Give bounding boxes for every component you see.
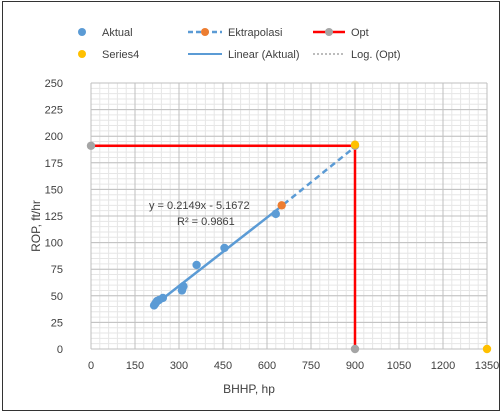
legend-swatch-ektrapolasi-marker: [201, 28, 209, 36]
chart-svg: Aktual Ektrapolasi Opt Series4 Linear (A…: [29, 27, 500, 396]
points-layer: [86, 140, 492, 354]
grid-layer: [90, 82, 488, 350]
legend-label-aktual: Aktual: [102, 27, 133, 39]
data-point-aktual: [271, 209, 280, 219]
data-point-opt: [350, 344, 360, 354]
legend-item-linear-aktual: Linear (Aktual): [188, 49, 300, 61]
legend-item-log-opt: Log. (Opt): [313, 49, 401, 61]
chart-frame: Aktual Ektrapolasi Opt Series4 Linear (A…: [2, 1, 500, 411]
legend-label-opt: Opt: [351, 27, 369, 39]
legend-label-log-opt: Log. (Opt): [351, 49, 401, 61]
x-axis-title: BHHP, hp: [223, 382, 275, 396]
legend-item-opt: Opt: [313, 27, 369, 39]
x-tick-label: 750: [302, 360, 320, 372]
y-tick-label: 0: [57, 344, 63, 356]
legend-item-series4: Series4: [78, 49, 139, 61]
data-point-ektrapolasi: [277, 201, 286, 210]
x-tick-label: 1200: [431, 360, 455, 372]
data-point-aktual: [192, 260, 201, 270]
legend-label-series4: Series4: [102, 49, 139, 61]
data-point-aktual: [158, 293, 168, 303]
legend: Aktual Ektrapolasi Opt Series4 Linear (A…: [78, 27, 401, 61]
y-tick-label: 75: [51, 264, 63, 276]
line-linear-aktual: [153, 209, 277, 307]
y-tick-label: 150: [45, 184, 63, 196]
trendline-r2-text: R² = 0.9861: [177, 216, 235, 228]
legend-label-ektrapolasi: Ektrapolasi: [228, 27, 282, 39]
data-point-opt: [86, 141, 96, 150]
legend-swatch-opt-marker: [325, 28, 333, 36]
x-tick-label: 300: [170, 360, 188, 372]
trendline-equation-text: y = 0.2149x - 5.1672: [149, 200, 250, 212]
y-tick-label: 250: [45, 78, 63, 90]
legend-item-ektrapolasi: Ektrapolasi: [188, 27, 282, 39]
y-tick-label: 175: [45, 158, 63, 170]
data-point-aktual: [179, 282, 188, 291]
x-tick-label: 900: [346, 360, 364, 372]
x-tick-label: 150: [126, 360, 144, 372]
data-point-series4: [482, 344, 492, 354]
legend-item-aktual: Aktual: [78, 27, 133, 39]
y-tick-label: 100: [45, 238, 63, 250]
trendline-equation: y = 0.2149x - 5.1672 R² = 0.9861: [149, 200, 250, 228]
x-tick-label: 0: [88, 360, 94, 372]
legend-swatch-series4: [78, 50, 86, 58]
line-ektrapolasi: [275, 145, 356, 212]
y-tick-label: 125: [45, 211, 63, 223]
legend-swatch-aktual: [78, 28, 86, 36]
x-tick-label: 1350: [475, 360, 499, 372]
y-tick-label: 225: [45, 105, 63, 117]
x-tick-label: 450: [214, 360, 232, 372]
y-tick-label: 200: [45, 131, 63, 143]
legend-label-linear-aktual: Linear (Aktual): [228, 49, 300, 61]
y-tick-label: 25: [51, 317, 63, 329]
x-tick-label: 1050: [387, 360, 411, 372]
axes-layer: 0 150 300 450 600 750 900 1050 1200 1350 0 25 50 75 10…: [45, 78, 500, 372]
y-tick-label: 50: [51, 291, 63, 303]
x-tick-label: 600: [258, 360, 276, 372]
data-point-series4: [350, 140, 360, 149]
data-point-aktual: [220, 243, 229, 253]
y-axis-title: ROP, ft/hr: [29, 200, 43, 252]
